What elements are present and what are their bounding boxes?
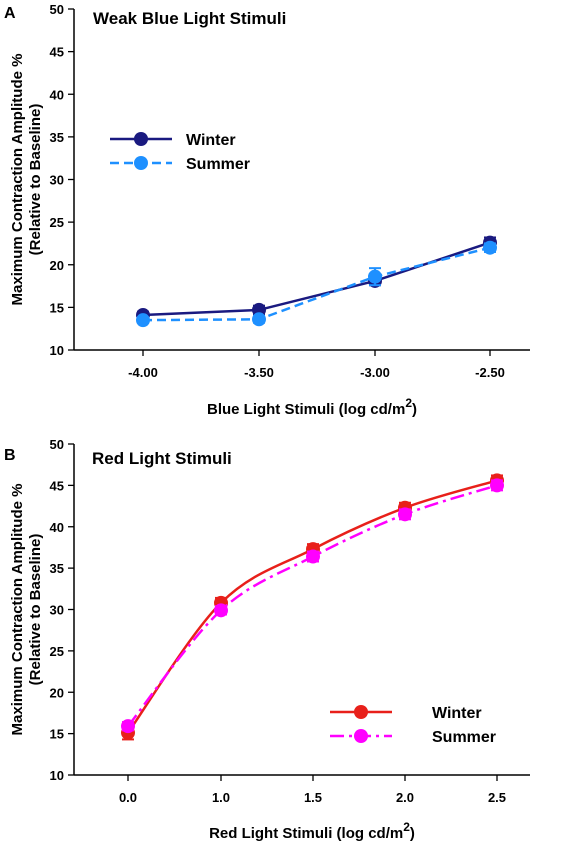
y-tick-label: 15	[50, 300, 64, 315]
y-tick-label: 30	[50, 603, 64, 618]
data-point	[490, 478, 504, 493]
y-tick-label: 15	[50, 727, 64, 742]
x-tick-label: 0.0	[119, 790, 137, 805]
y-axis-label-subtitle: (Relative to Baseline)	[27, 104, 44, 256]
y-tick-label: 10	[50, 768, 64, 783]
y-tick-label: 25	[50, 215, 64, 230]
series-line	[142, 241, 491, 317]
legend-label: Winter	[186, 132, 236, 149]
y-tick-label: 35	[50, 561, 64, 576]
y-tick-label: 40	[50, 520, 64, 535]
data-point	[252, 312, 266, 327]
legend-label: Summer	[186, 156, 250, 173]
data-point	[214, 603, 228, 618]
series-line	[142, 246, 491, 322]
y-tick-label: 40	[50, 87, 64, 102]
x-tick-label: -4.00	[128, 365, 158, 380]
series-line	[126, 479, 498, 734]
y-axis-label: Maximum Contraction Amplitude %	[9, 54, 26, 306]
panel-letter: B	[4, 447, 16, 464]
legend-label: Winter	[432, 705, 482, 722]
y-tick-label: 50	[50, 2, 64, 17]
x-tick-label: 1.0	[212, 790, 230, 805]
data-point	[136, 313, 150, 328]
data-point	[306, 549, 320, 564]
x-tick-label: 2.0	[396, 790, 414, 805]
y-tick-label: 35	[50, 130, 64, 145]
chart-panel-a: 10 15 20 25 30 35 40 45 50 -4.00 -3.50 -3.00 -2.50 A W…	[4, 2, 530, 418]
data-point	[121, 719, 135, 734]
x-axis-label: Red Light Stimuli (log cd/m2)	[209, 820, 415, 842]
x-tick-label: -3.50	[244, 365, 274, 380]
y-tick-label: 20	[50, 685, 64, 700]
y-axis-label: Maximum Contraction Amplitude %	[9, 484, 26, 736]
series-summer	[136, 240, 497, 328]
y-tick-label: 10	[50, 343, 64, 358]
y-tick-label: 30	[50, 173, 64, 188]
series-winter	[121, 473, 504, 741]
data-point	[368, 269, 382, 284]
series-summer	[121, 478, 504, 734]
x-tick-label: -2.50	[475, 365, 505, 380]
chart-title: Weak Blue Light Stimuli	[93, 9, 286, 28]
y-tick-label: 45	[50, 478, 64, 493]
legend-label: Summer	[432, 729, 496, 746]
y-tick-label: 45	[50, 45, 64, 60]
chart-panel-b: 10 15 20 25 30 35 40 45 50 0.0 1.0 1.5 2.0 2.5 B Red Li…	[4, 437, 530, 842]
legend-marker	[134, 156, 148, 170]
series-line	[127, 484, 498, 727]
y-tick-label: 20	[50, 258, 64, 273]
y-tick-label: 50	[50, 437, 64, 452]
legend-marker	[134, 132, 148, 146]
panel-letter: A	[4, 5, 16, 22]
chart-title: Red Light Stimuli	[92, 449, 232, 468]
series-winter	[136, 235, 497, 323]
data-point	[483, 240, 497, 255]
legend-marker	[354, 705, 368, 719]
x-axis-label: Blue Light Stimuli (log cd/m2)	[207, 396, 417, 418]
y-axis-label-subtitle: (Relative to Baseline)	[27, 534, 44, 686]
x-tick-label: 2.5	[488, 790, 506, 805]
x-tick-label: -3.00	[360, 365, 390, 380]
x-tick-label: 1.5	[304, 790, 322, 805]
data-point	[398, 507, 412, 522]
legend-marker	[354, 729, 368, 743]
y-tick-label: 25	[50, 644, 64, 659]
